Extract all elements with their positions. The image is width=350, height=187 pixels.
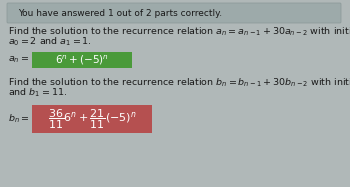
Text: $\dfrac{36}{11}6^n + \dfrac{21}{11}(-5)^n$: $\dfrac{36}{11}6^n + \dfrac{21}{11}(-5)^…	[48, 107, 136, 131]
FancyBboxPatch shape	[32, 52, 132, 68]
Text: $b_n = $: $b_n = $	[8, 113, 29, 125]
FancyBboxPatch shape	[32, 105, 152, 133]
Text: Find the solution to the recurrence relation $b_n = b_{n-1} + 30b_{n-2}$ with in: Find the solution to the recurrence rela…	[8, 77, 350, 89]
Text: $a_0 = 2$ and $a_1 = 1$.: $a_0 = 2$ and $a_1 = 1$.	[8, 36, 92, 48]
Text: $a_n = $: $a_n = $	[8, 55, 29, 65]
Text: $6^n + (-5)^n$: $6^n + (-5)^n$	[55, 53, 109, 67]
Text: and $b_1 = 11$.: and $b_1 = 11$.	[8, 87, 67, 99]
Text: You have answered 1 out of 2 parts correctly.: You have answered 1 out of 2 parts corre…	[18, 8, 222, 18]
FancyBboxPatch shape	[7, 3, 341, 23]
Text: Find the solution to the recurrence relation $a_n = a_{n-1} + 30a_{n-2}$ with in: Find the solution to the recurrence rela…	[8, 26, 350, 38]
